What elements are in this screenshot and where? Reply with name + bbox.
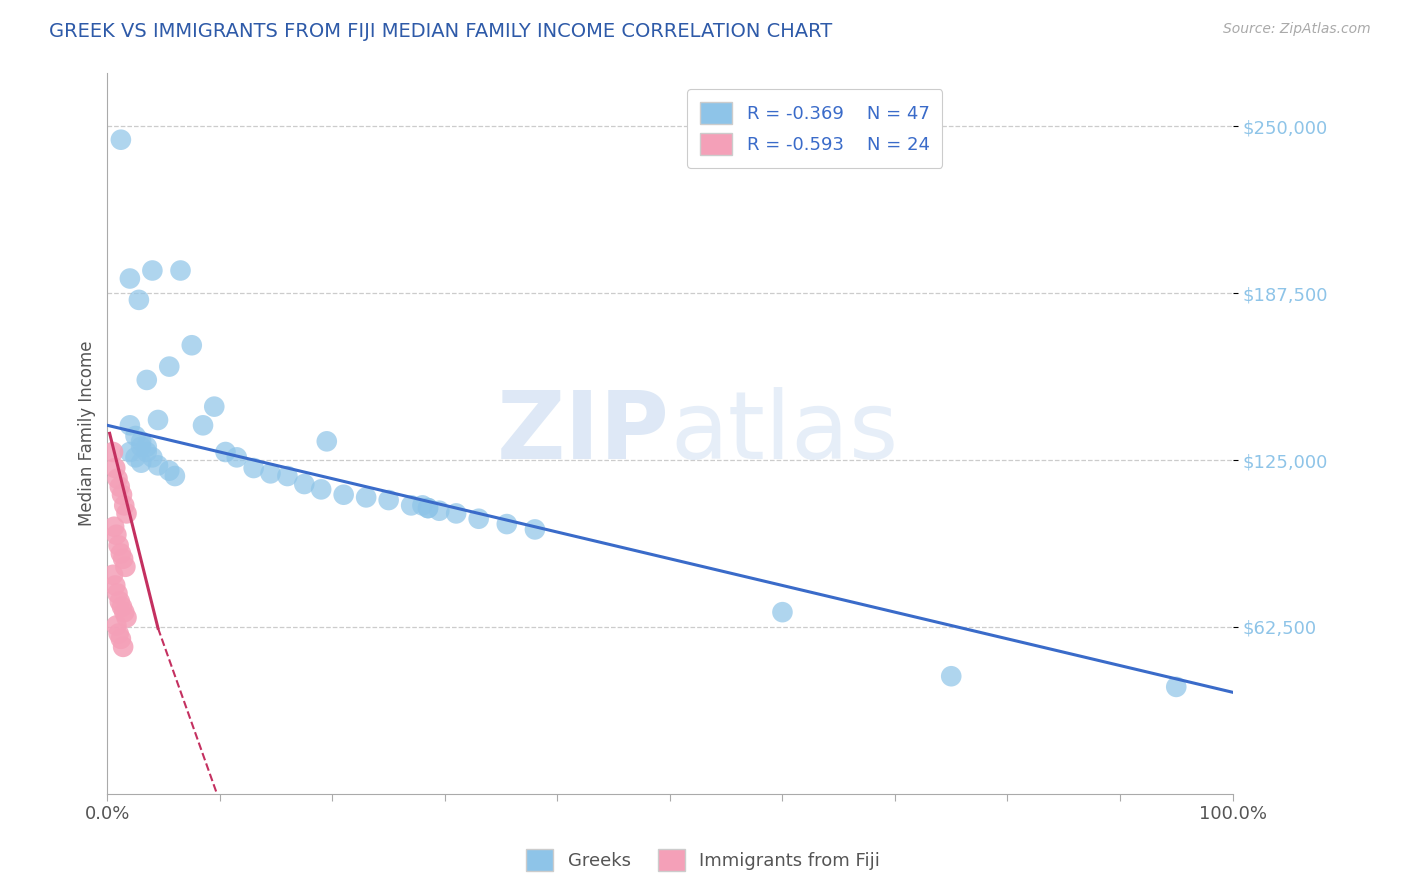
Point [276,469,298,483]
Point [242,461,264,475]
Point [163,469,186,483]
Point [411,499,433,513]
Legend: R = -0.369    N = 47, R = -0.593    N = 24: R = -0.369 N = 47, R = -0.593 N = 24 [688,89,942,168]
Point [135,373,157,387]
Point [104,461,127,475]
Point [111,488,134,502]
Point [225,450,247,465]
Point [118,445,141,459]
Point [118,418,141,433]
Point [354,491,377,505]
Point [399,499,422,513]
Point [315,434,337,449]
Point [124,450,146,465]
Point [128,293,150,307]
Point [941,669,963,683]
Text: GREEK VS IMMIGRANTS FROM FIJI MEDIAN FAMILY INCOME CORRELATION CHART: GREEK VS IMMIGRANTS FROM FIJI MEDIAN FAM… [49,22,832,41]
Point [332,488,354,502]
Point [202,400,225,414]
Legend: Greeks, Immigrants from Fiji: Greeks, Immigrants from Fiji [519,842,887,879]
Point [124,429,146,443]
Point [416,501,439,516]
Point [104,578,127,592]
Text: atlas: atlas [669,387,898,479]
Point [467,512,489,526]
Point [523,523,546,537]
Point [191,418,214,433]
Point [169,263,191,277]
Point [141,263,163,277]
Point [110,133,132,147]
Point [111,599,134,614]
Point [129,434,152,449]
Point [105,618,128,632]
Point [129,440,152,454]
Point [107,586,129,600]
Point [772,605,794,619]
Point [377,493,399,508]
Point [444,507,467,521]
Point [110,632,132,646]
Point [292,477,315,491]
Point [135,440,157,454]
Point [108,480,131,494]
Point [115,610,138,624]
Point [146,458,169,473]
Point [309,483,332,497]
Point [107,538,129,552]
Point [118,271,141,285]
Point [112,640,135,654]
Text: ZIP: ZIP [498,387,669,479]
Point [427,504,450,518]
Point [107,626,129,640]
Point [107,472,129,486]
Point [129,456,152,470]
Point [495,517,517,532]
Point [135,445,157,459]
Point [105,528,128,542]
Point [110,546,132,560]
Point [1166,680,1188,694]
Point [112,605,135,619]
Point [180,338,202,352]
Point [141,450,163,465]
Point [101,445,124,459]
Point [214,445,236,459]
Point [259,467,281,481]
Point [112,551,135,566]
Point [114,559,136,574]
Point [101,567,124,582]
Y-axis label: Median Family Income: Median Family Income [79,341,96,526]
Point [103,520,125,534]
Point [157,464,180,478]
Point [108,594,131,608]
Point [416,501,439,516]
Point [157,359,180,374]
Point [115,507,138,521]
Text: Source: ZipAtlas.com: Source: ZipAtlas.com [1223,22,1371,37]
Point [112,499,135,513]
Point [146,413,169,427]
